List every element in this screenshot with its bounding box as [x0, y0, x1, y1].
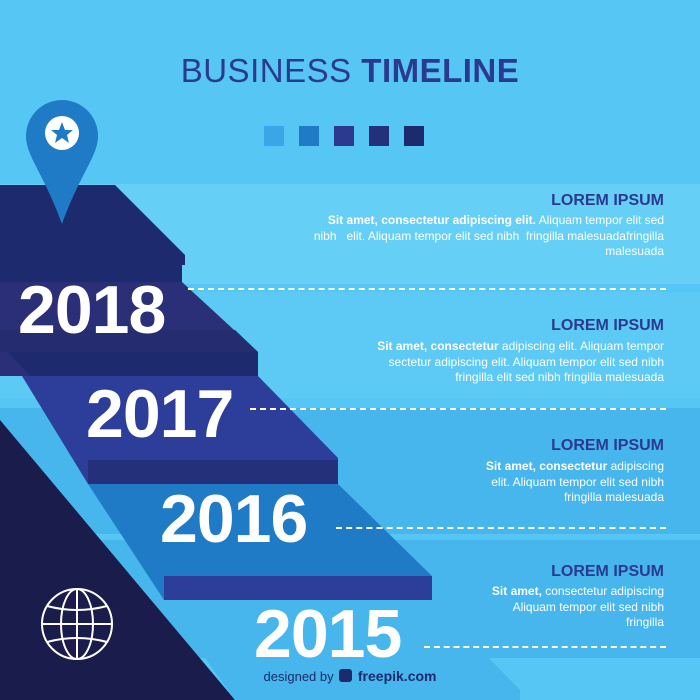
description-text: adipiscing [607, 459, 664, 473]
swatch-3 [334, 126, 354, 146]
swatch-2 [299, 126, 319, 146]
entry-2017-text: Sit amet, consectetur adipiscing elit. A… [264, 339, 664, 386]
year-2016: 2016 [160, 481, 308, 557]
step-2018-top [0, 258, 182, 282]
step-2018-side [0, 330, 258, 352]
description-line: fringilla [384, 615, 664, 631]
description-text: sectetur adipiscing elit. Aliquam tempor… [388, 354, 664, 369]
dashed-line-2015 [424, 646, 666, 648]
description-bold: Sit amet, consectetur [377, 339, 499, 353]
description-text: adipiscing elit. Aliquam tempor [498, 339, 664, 353]
year-2017: 2017 [86, 376, 234, 452]
year-2015: 2015 [254, 596, 402, 672]
globe-icon [41, 588, 113, 660]
description-line: sectetur adipiscing elit. Aliquam tempor… [264, 355, 664, 371]
step-2017-front [22, 376, 338, 484]
description-line: Sit amet, consectetur adipiscing elit. A… [264, 339, 664, 355]
entry-2016-heading: LOREM IPSUM [551, 437, 664, 454]
entry-2018-text: Sit amet, consectetur adipiscing elit. A… [224, 213, 664, 260]
description-bold: Sit amet, consectetur [485, 459, 608, 473]
dashed-line-2018 [188, 288, 666, 290]
credit-line: designed by freepik.com [0, 668, 700, 684]
description-line: elit. Aliquam tempor elit sed nibh [344, 475, 664, 491]
step-2016-ledge [164, 576, 432, 600]
description-line: Sit amet, consectetur adipiscing [384, 584, 664, 600]
description-line: Sit amet, consectetur adipiscing elit. A… [224, 213, 664, 229]
map-pin-star-icon [26, 100, 98, 224]
entry-2016-text: Sit amet, consectetur adipiscing elit. Al… [344, 459, 664, 506]
description-line: malesuada [224, 244, 664, 260]
description-text: fringilla [625, 615, 664, 629]
description-line: Sit amet, consectetur adipiscing [344, 459, 664, 475]
description-text: Aliquam tempor elit sed nibh [512, 599, 664, 614]
description-bold: Sit amet, consectetur adipiscing elit. [327, 213, 536, 227]
dashed-line-2017 [250, 408, 666, 410]
page-title: BUSINESS TIMELINE [0, 52, 700, 90]
entry-2017-heading: LOREM IPSUM [551, 317, 664, 334]
description-text: Aliquam tempor elit sed [535, 213, 664, 227]
credit-prefix: designed by [263, 669, 334, 684]
description-text: consectetur adipiscing [541, 584, 664, 598]
step-2017-ledge [88, 460, 338, 484]
description-line: nibh elit. Aliquam tempor elit sed nibh … [224, 229, 664, 245]
description-line: fringilla malesuada [344, 490, 664, 506]
title-bold: TIMELINE [361, 52, 520, 89]
freepik-logo-icon [339, 669, 353, 682]
title-regular: BUSINESS [180, 52, 352, 89]
entry-2015-heading: LOREM IPSUM [551, 563, 664, 580]
dark-backdrop [0, 185, 185, 265]
dashed-line-2016 [336, 527, 666, 529]
credit-brand: freepik.com [357, 668, 437, 684]
step-2017-top [8, 352, 258, 376]
description-text: nibh elit. Aliquam tempor elit sed nibh … [313, 228, 664, 243]
description-text: fringilla malesuada [563, 490, 664, 504]
step-2016-front [88, 484, 432, 600]
description-line: fringilla elit sed nibh fringilla malesu… [264, 370, 664, 386]
description-line: Aliquam tempor elit sed nibh [384, 600, 664, 616]
entry-2015-text: Sit amet, consectetur adipiscing Aliquam … [384, 584, 664, 631]
description-bold: Sit amet, [491, 584, 542, 598]
swatch-5 [404, 126, 424, 146]
swatch-1 [264, 126, 284, 146]
swatch-4 [369, 126, 389, 146]
description-text: elit. Aliquam tempor elit sed nibh [491, 474, 664, 489]
description-text: malesuada [605, 244, 664, 258]
entry-2018-heading: LOREM IPSUM [551, 192, 664, 209]
step-2015-front [164, 600, 520, 700]
year-2018: 2018 [18, 272, 166, 348]
dark-base [0, 265, 235, 700]
description-text: fringilla elit sed nibh fringilla malesu… [455, 370, 664, 384]
